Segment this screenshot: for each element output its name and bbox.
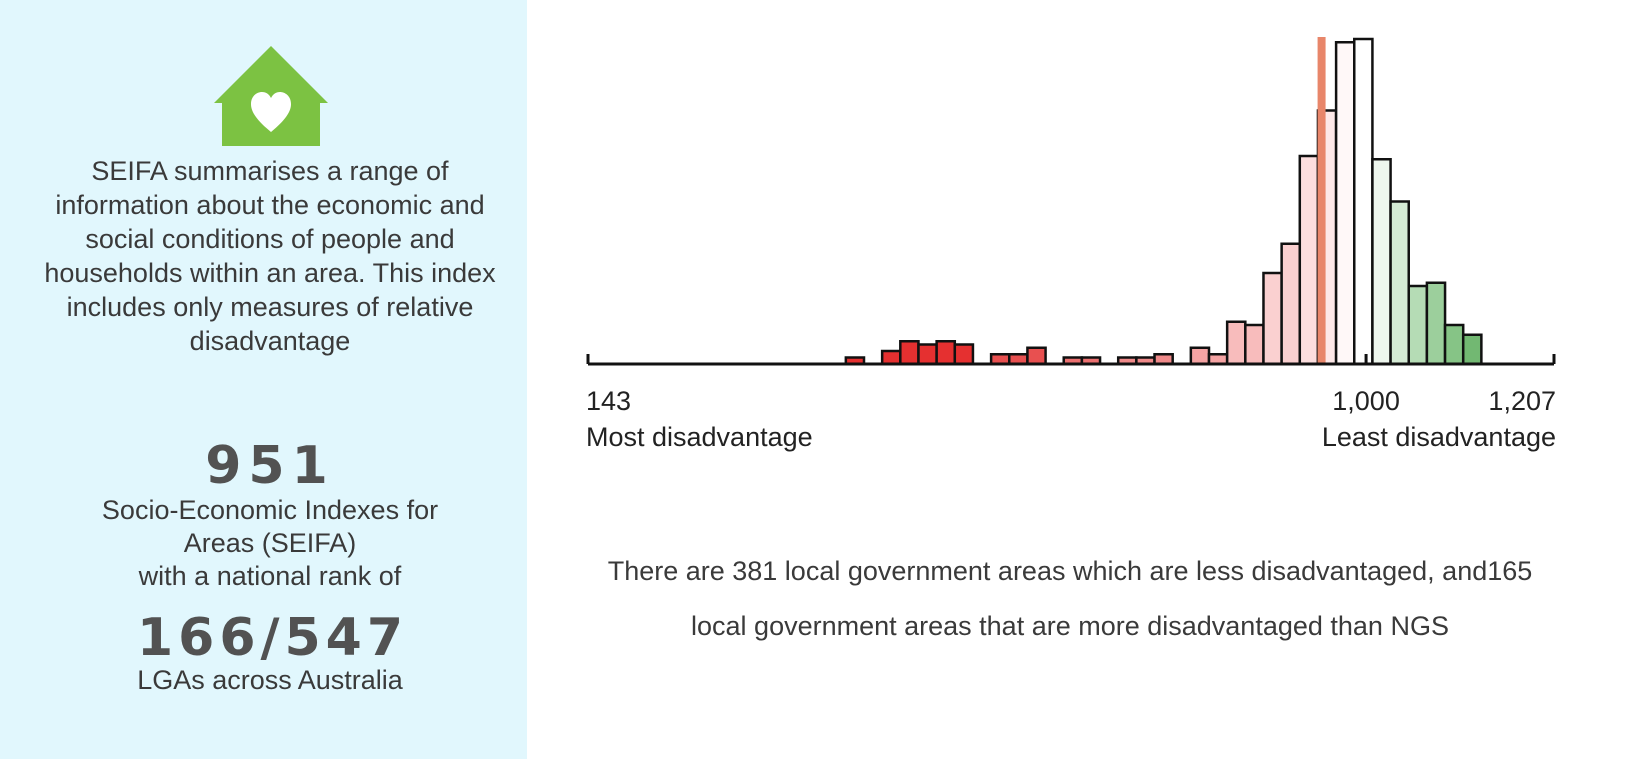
intro-text: SEIFA summarises a range of information …	[44, 156, 496, 356]
x-tick-label: 1,000	[1332, 386, 1400, 416]
score-description: Socio-Economic Indexes for Areas (SEIFA)…	[30, 494, 510, 593]
sidebar-panel: SEIFA summarises a range of information …	[0, 0, 527, 759]
x-axis-end-label: Least disadvantage	[1322, 422, 1556, 452]
score-description-line: Socio-Economic Indexes for	[101, 495, 439, 525]
histogram-bar	[1225, 320, 1247, 366]
histogram-bar	[1371, 158, 1392, 366]
histogram-bar	[1334, 41, 1356, 366]
histogram-bar	[1280, 242, 1302, 366]
histogram-bar	[1425, 281, 1447, 366]
histogram-bar	[917, 343, 938, 366]
histogram-bar	[1026, 346, 1047, 366]
score-description-line: with a national rank of	[138, 561, 402, 591]
seifa-score: 951	[205, 436, 335, 496]
x-tick-label: 143	[586, 386, 631, 416]
histogram-bar	[1244, 323, 1265, 366]
national-rank: 166/547	[136, 608, 409, 668]
x-axis-end-label: Most disadvantage	[586, 422, 813, 452]
histogram-bar	[953, 343, 975, 366]
histogram-bar	[880, 349, 902, 366]
rank-description: LGAs across Australia	[137, 665, 403, 695]
histogram-bar	[1262, 271, 1283, 366]
score-marker-line	[1317, 37, 1326, 364]
histogram-bar	[1298, 154, 1320, 366]
histogram-bar	[1407, 284, 1429, 366]
histogram-bar	[1389, 200, 1410, 366]
summary-text: There are 381 local government areas whi…	[607, 556, 1533, 641]
seifa-histogram: 143 Most disadvantage 1,000 1,207 Least disa…	[586, 37, 1556, 452]
histogram-bar	[1353, 37, 1374, 366]
score-description-line: Areas (SEIFA)	[183, 528, 357, 558]
histogram-bar	[1461, 333, 1483, 366]
house-heart-icon	[214, 46, 328, 146]
x-tick-label: 1,207	[1488, 386, 1556, 416]
histogram-bar	[935, 340, 957, 366]
histogram-bar	[1189, 346, 1211, 366]
histogram-bar	[1443, 323, 1465, 366]
histogram-bar	[899, 340, 920, 366]
